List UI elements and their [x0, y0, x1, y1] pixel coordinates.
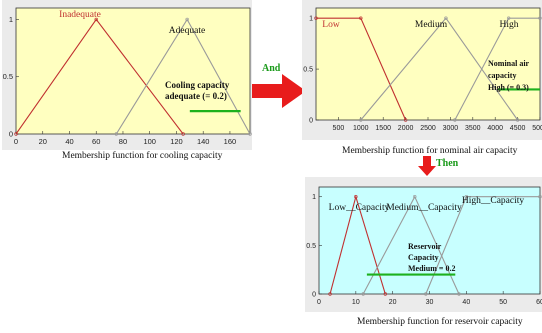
cooling-xtick-label: 140 [197, 137, 210, 146]
reservoir-capacity-chart: 00.510 10 20 30 40 50 60Low__CapacityMedium__C… [305, 177, 542, 322]
cooling-capacity-panel: 0 0.5 1 0 20 40 60 80 100 120 140 160 Inadequate Adeq… [2, 0, 252, 172]
cooling-xtick-label: 60 [92, 137, 100, 146]
reservoir-series-label: Medium__Capacity [386, 203, 462, 213]
air-series-label: High [500, 20, 519, 30]
cooling-xtick-label: 0 [14, 137, 18, 146]
air-series-label: Medium [415, 20, 448, 30]
reservoir-xtick-label: 60 [536, 299, 542, 306]
air-xtick-label: 1500 [375, 125, 391, 132]
air-xtick-label: 2000 [398, 125, 414, 132]
cooling-xtick-label: 120 [170, 137, 183, 146]
reservoir-series-label: Low__Capacity [329, 203, 390, 213]
reservoir-xtick-label: 30 [426, 299, 434, 306]
air-xtick-label: 3500 [465, 125, 481, 132]
cooling-capacity-caption: Membership function for cooling capacity [62, 151, 222, 161]
reservoir-xtick-label: 50 [499, 299, 507, 306]
reservoir-capacity-panel: 0 0.5 1 0 10 20 30 40 50 60 Low__Capacity Medium__C… [305, 177, 542, 333]
cooling-annotation-line: Cooling capacity [165, 80, 230, 90]
air-annotation-line: Nominal air [488, 59, 530, 68]
cooling-xtick-label: 20 [39, 137, 47, 146]
then-label: Then [436, 158, 458, 169]
air-ytick-label: 1 [309, 16, 313, 23]
air-ytick-label: 0 [309, 118, 313, 125]
reservoir-series-label: High__Capacity [462, 196, 525, 206]
air-xtick-label: 5000 [532, 125, 542, 132]
cooling-ytick-label: 0 [9, 130, 13, 139]
reservoir-xtick-label: 20 [389, 299, 397, 306]
reservoir-ytick-label: 0.5 [306, 243, 316, 250]
cooling-xtick-label: 100 [143, 137, 156, 146]
air-xtick-label: 500 [333, 125, 345, 132]
reservoir-annotation-line: Medium = 0.2 [408, 264, 455, 273]
reservoir-xtick-label: 0 [317, 299, 321, 306]
air-xtick-label: 4000 [487, 125, 503, 132]
and-arrow-icon [250, 72, 310, 112]
cooling-capacity-chart: 0 0.5 1 0 20 40 60 80 100 120 140 160 Inadequate Adeq… [2, 0, 252, 160]
cooling-annotation-line: adequate (= 0.2) [165, 91, 227, 101]
air-annotation-line: capacity [488, 71, 516, 80]
reservoir-annotation-line: Reservoir [408, 242, 442, 251]
reservoir-capacity-caption: Membership function for reservoir capaci… [357, 317, 523, 327]
reservoir-ytick-label: 0 [312, 292, 316, 299]
air-xtick-label: 4500 [510, 125, 526, 132]
air-xtick-label: 2500 [420, 125, 436, 132]
reservoir-ytick-label: 1 [312, 194, 316, 201]
air-series-label: Low [322, 20, 340, 30]
cooling-series-label: Adequate [169, 26, 205, 36]
reservoir-xtick-label: 40 [462, 299, 470, 306]
then-arrow-icon [417, 155, 437, 177]
nominal-air-capacity-panel: 0 0.5 1 500 1000 1500 2000 2500 3000 3500 4000 4500… [302, 0, 542, 160]
air-xtick-label: 1000 [353, 125, 369, 132]
air-annotation-line: High (= 0.3) [488, 83, 529, 92]
cooling-ytick-label: 0.5 [3, 72, 13, 81]
cooling-ytick-label: 1 [9, 15, 13, 24]
air-ytick-label: 0.5 [303, 67, 313, 74]
cooling-xtick-label: 160 [224, 137, 237, 146]
reservoir-xtick-label: 10 [352, 299, 360, 306]
cooling-xtick-label: 40 [65, 137, 73, 146]
reservoir-annotation-line: Capacity [408, 253, 439, 262]
air-xtick-label: 3000 [443, 125, 459, 132]
cooling-xtick-label: 80 [119, 137, 127, 146]
cooling-series-label: Inadequate [59, 10, 101, 20]
